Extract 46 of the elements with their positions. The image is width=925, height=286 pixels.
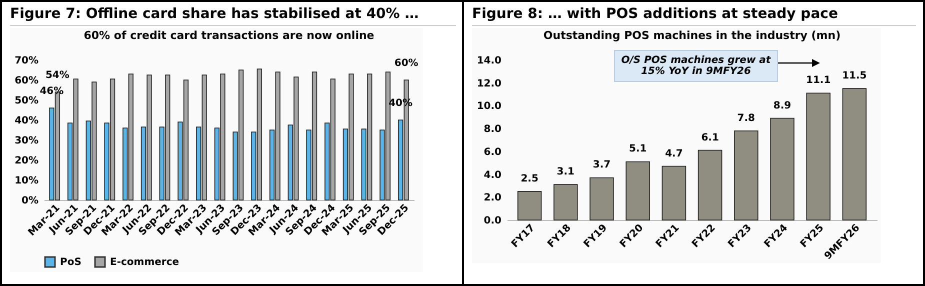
y-tick-label: 0.0 bbox=[484, 216, 502, 226]
y-tick-label: 12.0 bbox=[476, 78, 502, 90]
data-label: 6.1 bbox=[701, 132, 719, 144]
legend-label: E-commerce bbox=[110, 257, 180, 268]
y-tick-label: 20% bbox=[14, 156, 38, 166]
y-tick-label: 10% bbox=[14, 176, 38, 186]
bar bbox=[770, 118, 794, 220]
y-tick-label: 30% bbox=[14, 136, 38, 146]
y-tick-label: 8.0 bbox=[484, 124, 502, 136]
data-label: 54% bbox=[45, 70, 70, 81]
legend-label: PoS bbox=[60, 257, 82, 268]
data-label: 11.5 bbox=[842, 70, 867, 82]
data-label: 11.1 bbox=[806, 75, 831, 86]
bar bbox=[806, 92, 830, 220]
bar bbox=[698, 150, 722, 220]
y-tick-label: 10.0 bbox=[476, 101, 502, 112]
bar bbox=[662, 166, 686, 220]
data-label: 2.5 bbox=[520, 173, 538, 184]
data-label: 3.7 bbox=[592, 160, 611, 171]
y-tick-label: 0% bbox=[22, 196, 38, 206]
bar bbox=[590, 177, 614, 220]
bar bbox=[554, 184, 578, 220]
bar bbox=[517, 191, 542, 220]
data-label: 5.1 bbox=[628, 144, 647, 155]
y-tick-label: 6.0 bbox=[484, 146, 502, 158]
data-label: 46% bbox=[40, 86, 64, 97]
y-tick-label: 2.0 bbox=[484, 192, 502, 204]
y-tick-label: 40% bbox=[14, 116, 38, 126]
annotation: O/S POS machines grew at 15% YoY in 9MFY26 bbox=[614, 50, 778, 82]
data-label: 3.1 bbox=[556, 166, 575, 178]
data-label: 4.7 bbox=[665, 148, 683, 160]
bar bbox=[626, 161, 650, 220]
bar bbox=[734, 130, 758, 220]
chart-subtitle: Outstanding POS machines in the industry (mn) bbox=[543, 29, 841, 42]
data-label: 7.8 bbox=[737, 112, 756, 124]
y-tick-label: 60% bbox=[14, 76, 38, 86]
chart-subtitle: 60% of credit card transactions are now online bbox=[84, 29, 374, 42]
y-tick-label: 50% bbox=[14, 96, 38, 106]
y-tick-label: 4.0 bbox=[484, 170, 502, 181]
y-tick-label: 14.0 bbox=[476, 56, 502, 66]
chart-title: Figure 7: Offline card share has stabilised at 40% … bbox=[10, 6, 456, 26]
chart-title: Figure 8: … with POS additions at steady pace bbox=[472, 6, 916, 26]
y-tick-label: 70% bbox=[14, 56, 38, 66]
data-label: 8.9 bbox=[773, 100, 792, 112]
data-label: 60% bbox=[394, 58, 418, 69]
bar bbox=[842, 88, 867, 220]
